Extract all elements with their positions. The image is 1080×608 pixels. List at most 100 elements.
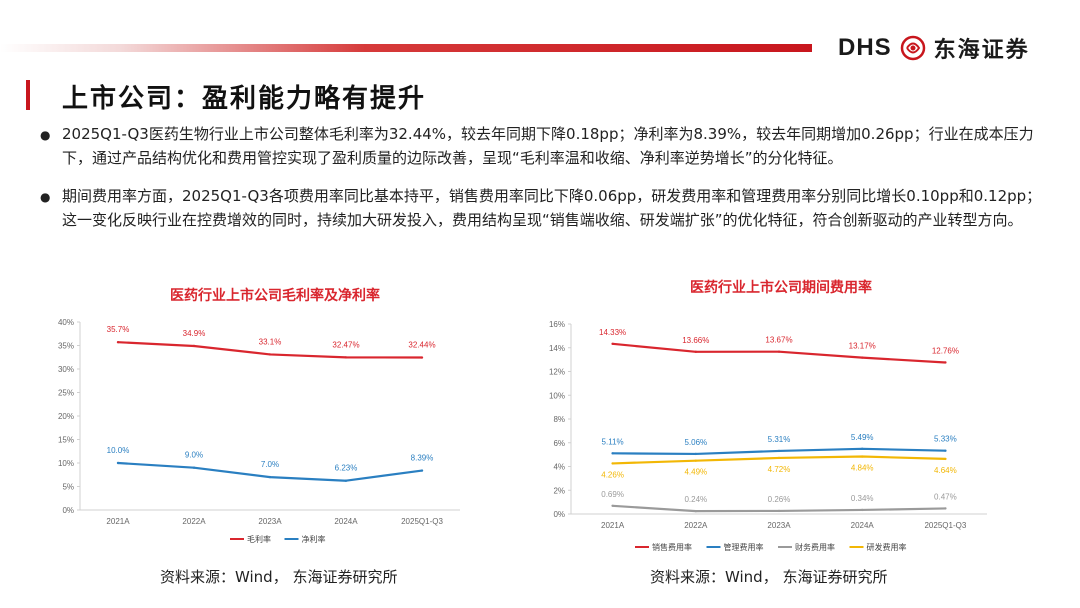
- data-point: [944, 507, 947, 510]
- y-tick-label: 10%: [549, 391, 565, 400]
- data-label: 0.26%: [768, 495, 791, 504]
- data-label: 5.06%: [684, 438, 707, 447]
- legend-label: 财务费用率: [795, 542, 835, 552]
- data-label: 32.47%: [332, 340, 359, 349]
- data-point: [694, 509, 697, 513]
- data-label: 13.17%: [849, 342, 876, 351]
- data-point: [344, 479, 348, 482]
- data-label: 0.24%: [684, 495, 707, 504]
- chart-source-right: 资料来源：Wind， 东海证券研究所: [650, 568, 888, 586]
- data-label: 5.11%: [602, 437, 624, 446]
- data-point: [777, 456, 781, 460]
- data-label: 14.33%: [599, 328, 626, 337]
- y-tick-label: 2%: [553, 486, 565, 495]
- y-tick-label: 15%: [58, 436, 74, 445]
- data-point: [611, 452, 614, 455]
- data-label: 7.0%: [261, 460, 279, 469]
- x-tick-label: 2023A: [258, 517, 282, 526]
- chart-title: 医药行业上市公司毛利率及净利率: [170, 287, 380, 304]
- data-label: 5.33%: [934, 435, 957, 444]
- logo-mark: DHS: [838, 34, 892, 61]
- data-point: [420, 356, 424, 359]
- legend-label: 研发费用率: [867, 542, 907, 552]
- y-tick-label: 30%: [58, 365, 74, 374]
- data-point: [777, 449, 781, 453]
- data-label: 4.26%: [601, 470, 624, 479]
- data-point: [344, 356, 348, 359]
- expense-chart: 医药行业上市公司期间费用率 0% 2% 4% 6% 8% 10% 12% 14% 16% 2021A…: [549, 279, 987, 552]
- legend-label: 毛利率: [247, 534, 271, 544]
- company-logo: DHS 东海证券: [838, 30, 1030, 66]
- y-tick-label: 12%: [549, 368, 565, 377]
- data-point: [420, 469, 424, 472]
- data-label: 13.67%: [765, 336, 792, 345]
- data-label: 10.0%: [107, 446, 130, 455]
- data-label: 12.76%: [932, 346, 959, 355]
- data-point: [611, 342, 614, 346]
- data-label: 5.49%: [851, 433, 874, 442]
- data-point: [944, 361, 947, 364]
- bullet-dot-icon: ●: [40, 190, 51, 204]
- data-point: [694, 452, 697, 456]
- data-point: [192, 466, 196, 469]
- data-point: [944, 449, 947, 452]
- y-tick-label: 14%: [549, 344, 565, 353]
- page-title: 上市公司：盈利能力略有提升: [62, 84, 427, 114]
- bullet-dot-icon: ●: [40, 128, 51, 142]
- data-point: [861, 508, 864, 512]
- data-label: 13.66%: [682, 336, 709, 345]
- data-point: [777, 350, 781, 353]
- data-label: 32.44%: [408, 341, 435, 350]
- data-label: 34.9%: [183, 329, 206, 338]
- header-accent-bar: [0, 44, 812, 52]
- title-accent: [26, 80, 30, 110]
- x-tick-label: 2022A: [684, 521, 708, 530]
- data-label: 0.34%: [851, 494, 874, 503]
- legend-label: 管理费用率: [724, 542, 764, 552]
- x-tick-label: 2024A: [334, 517, 358, 526]
- data-point: [116, 461, 120, 465]
- data-label: 9.0%: [185, 451, 203, 460]
- data-point: [694, 459, 697, 462]
- y-tick-label: 0%: [62, 506, 74, 515]
- x-tick-label: 2024A: [851, 521, 875, 530]
- data-point: [268, 475, 272, 479]
- data-point: [116, 341, 120, 344]
- data-point: [694, 350, 697, 353]
- dragon-emblem-icon: [900, 35, 925, 61]
- data-label: 33.1%: [259, 337, 282, 346]
- x-tick-label: 2023A: [767, 521, 791, 530]
- data-label: 4.72%: [768, 465, 791, 474]
- data-point: [861, 356, 864, 359]
- bullet-list: ● 2025Q1-Q3医药生物行业上市公司整体毛利率为32.44%，较去年同期下…: [40, 122, 1050, 246]
- legend-label: 净利率: [302, 534, 326, 544]
- x-tick-label: 2025Q1-Q3: [401, 517, 443, 526]
- data-label: 8.39%: [411, 454, 434, 463]
- y-tick-label: 10%: [58, 459, 74, 468]
- data-label: 4.49%: [684, 468, 707, 477]
- y-tick-label: 40%: [58, 318, 74, 327]
- chart-title: 医药行业上市公司期间费用率: [690, 279, 872, 296]
- data-label: 6.23%: [335, 464, 358, 473]
- data-point: [777, 509, 781, 513]
- y-tick-label: 8%: [553, 415, 565, 424]
- x-tick-label: 2021A: [601, 521, 625, 530]
- data-point: [861, 455, 864, 458]
- data-label: 35.7%: [107, 325, 130, 334]
- data-point: [611, 504, 614, 508]
- margin-chart: 医药行业上市公司毛利率及净利率 0% 5% 10% 15% 20% 25% 30% 35% 40%…: [58, 287, 460, 544]
- data-label: 5.31%: [768, 435, 791, 444]
- bullet-text: 2025Q1-Q3医药生物行业上市公司整体毛利率为32.44%，较去年同期下降0…: [62, 125, 1034, 167]
- chart-source-left: 资料来源：Wind， 东海证券研究所: [160, 568, 398, 586]
- y-tick-label: 25%: [58, 389, 74, 398]
- bullet-item: ● 期间费用率方面，2025Q1-Q3各项费用率同比基本持平，销售费用率同比下降…: [40, 184, 1050, 232]
- y-tick-label: 4%: [553, 463, 565, 472]
- legend-label: 销售费用率: [652, 542, 692, 552]
- y-tick-label: 16%: [549, 320, 565, 329]
- data-point: [944, 457, 947, 461]
- data-label: 4.84%: [851, 464, 874, 473]
- x-tick-label: 2025Q1-Q3: [924, 521, 966, 530]
- bullet-item: ● 2025Q1-Q3医药生物行业上市公司整体毛利率为32.44%，较去年同期下…: [40, 122, 1050, 170]
- x-tick-label: 2022A: [182, 517, 206, 526]
- y-tick-label: 20%: [58, 412, 74, 421]
